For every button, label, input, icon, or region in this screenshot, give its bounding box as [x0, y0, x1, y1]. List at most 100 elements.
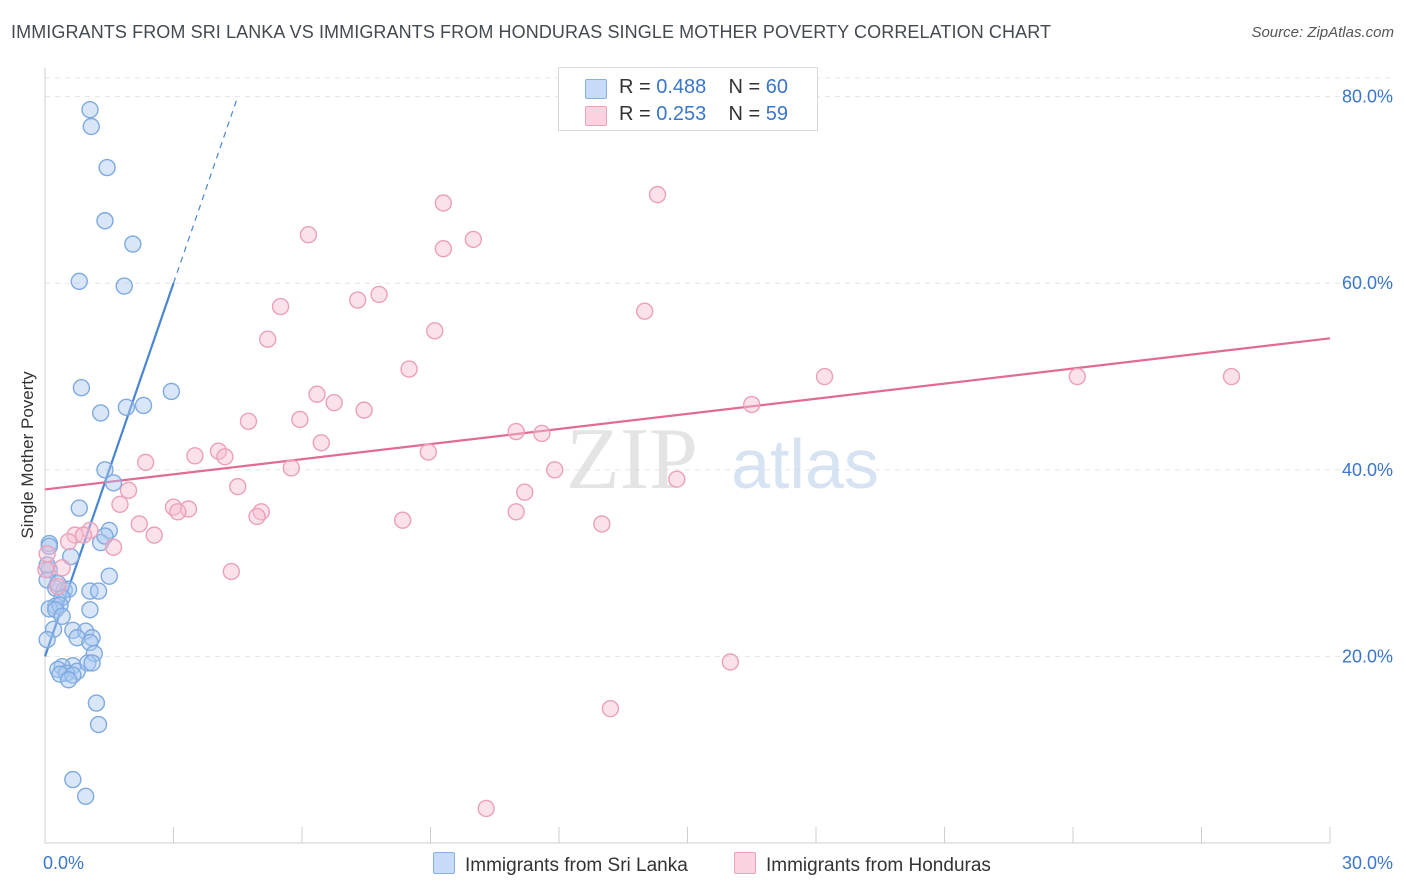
point-honduras	[507, 503, 525, 521]
point-sri-lanka	[83, 654, 101, 672]
point-sri-lanka	[64, 770, 82, 789]
point-sri-lanka	[115, 277, 133, 295]
point-honduras	[648, 185, 667, 204]
point-honduras	[308, 385, 326, 403]
legend-n-value-honduras: 59	[765, 103, 789, 125]
point-sri-lanka	[59, 671, 78, 689]
point-sri-lanka	[124, 235, 142, 253]
series-name-sri-lanka: Immigrants from Sri Lanka	[465, 855, 688, 876]
tick-labels: 20.0% 40.0% 60.0% 80.0% 0.0% 30.0%	[43, 87, 1393, 873]
legend-n-label: N =	[728, 76, 761, 98]
point-sri-lanka	[89, 715, 108, 734]
point-honduras	[53, 559, 71, 577]
point-honduras	[325, 393, 343, 412]
point-sri-lanka	[96, 461, 114, 479]
legend-r-label: R =	[619, 103, 651, 125]
point-sri-lanka	[162, 382, 181, 401]
point-honduras	[299, 226, 318, 244]
point-honduras	[259, 330, 277, 348]
watermark-zip: ZIP	[566, 411, 698, 508]
point-honduras	[222, 562, 241, 581]
point-sri-lanka	[79, 654, 97, 672]
point-sri-lanka	[57, 664, 76, 682]
y-tick-label: 40.0%	[1342, 460, 1393, 480]
point-sri-lanka	[98, 158, 116, 177]
point-honduras	[229, 477, 247, 496]
point-sri-lanka	[117, 398, 136, 417]
point-honduras	[119, 481, 138, 500]
point-honduras	[743, 395, 761, 414]
legend-swatch-honduras	[585, 106, 607, 126]
point-sri-lanka	[104, 474, 123, 492]
point-honduras	[111, 495, 129, 514]
point-honduras	[635, 302, 654, 320]
point-honduras	[186, 447, 204, 465]
point-honduras	[546, 461, 564, 479]
point-honduras	[1222, 367, 1241, 386]
point-sri-lanka	[68, 629, 86, 647]
point-honduras	[136, 453, 155, 472]
series-legend-sri-lanka: Immigrants from Sri Lanka	[433, 852, 688, 877]
point-honduras	[104, 538, 123, 556]
point-honduras	[507, 422, 525, 441]
point-honduras	[721, 653, 740, 671]
source-label: Source: ZipAtlas.com	[1251, 24, 1394, 41]
legend-r-value-sri-lanka: 0.488	[656, 76, 707, 98]
point-honduras	[312, 434, 330, 452]
point-honduras	[179, 500, 198, 518]
point-sri-lanka	[100, 567, 118, 585]
point-honduras	[419, 443, 438, 461]
point-sri-lanka	[81, 633, 99, 652]
x-tick-label: 30.0%	[1342, 853, 1393, 873]
point-sri-lanka	[96, 212, 114, 230]
point-sri-lanka	[38, 630, 56, 649]
legend-n-label: N =	[728, 103, 761, 125]
point-sri-lanka	[76, 787, 95, 806]
point-sri-lanka	[134, 396, 153, 415]
legend-n-value-sri-lanka: 60	[765, 76, 789, 98]
point-honduras	[434, 240, 453, 258]
gridlines	[45, 77, 1392, 657]
series-legend-honduras: Immigrants from Honduras	[734, 852, 991, 877]
series-swatch-honduras	[734, 852, 756, 874]
y-tick-label: 60.0%	[1342, 273, 1393, 293]
point-sri-lanka	[89, 582, 108, 600]
chart-title: IMMIGRANTS FROM SRI LANKA VS IMMIGRANTS …	[11, 22, 1052, 42]
series-name-honduras: Immigrants from Honduras	[766, 855, 991, 876]
point-sri-lanka	[40, 600, 58, 618]
point-honduras	[216, 448, 234, 466]
watermark-atlas: atlas	[731, 425, 879, 503]
data-points	[37, 101, 1241, 818]
legend-r-label: R =	[619, 76, 651, 98]
point-honduras	[248, 507, 266, 526]
point-honduras	[239, 412, 258, 431]
trend-line-sri-lanka	[43, 282, 175, 657]
point-honduras	[130, 515, 148, 533]
trend-line-honduras	[44, 337, 1331, 491]
point-sri-lanka	[44, 620, 63, 639]
point-sri-lanka	[70, 499, 88, 517]
point-sri-lanka	[82, 117, 100, 136]
point-honduras	[1068, 367, 1086, 386]
point-honduras	[282, 459, 300, 477]
trend-lines	[43, 96, 1331, 657]
point-honduras	[426, 322, 444, 340]
point-honduras	[668, 470, 686, 488]
point-honduras	[291, 410, 309, 429]
point-sri-lanka	[47, 601, 65, 619]
series-swatch-sri-lanka	[433, 852, 455, 874]
stats-legend: R = 0.488 N = 60 R = 0.253 N = 59	[558, 67, 818, 131]
point-sri-lanka	[70, 272, 88, 291]
point-honduras	[38, 545, 56, 563]
point-honduras	[49, 577, 67, 596]
point-honduras	[593, 515, 611, 533]
axes	[44, 68, 1331, 844]
point-honduras	[400, 360, 418, 378]
point-honduras	[815, 367, 834, 386]
point-honduras	[477, 799, 495, 818]
point-sri-lanka	[53, 607, 71, 625]
point-honduras	[74, 526, 93, 544]
point-honduras	[145, 526, 163, 544]
point-honduras	[434, 194, 453, 212]
point-honduras	[516, 483, 534, 501]
